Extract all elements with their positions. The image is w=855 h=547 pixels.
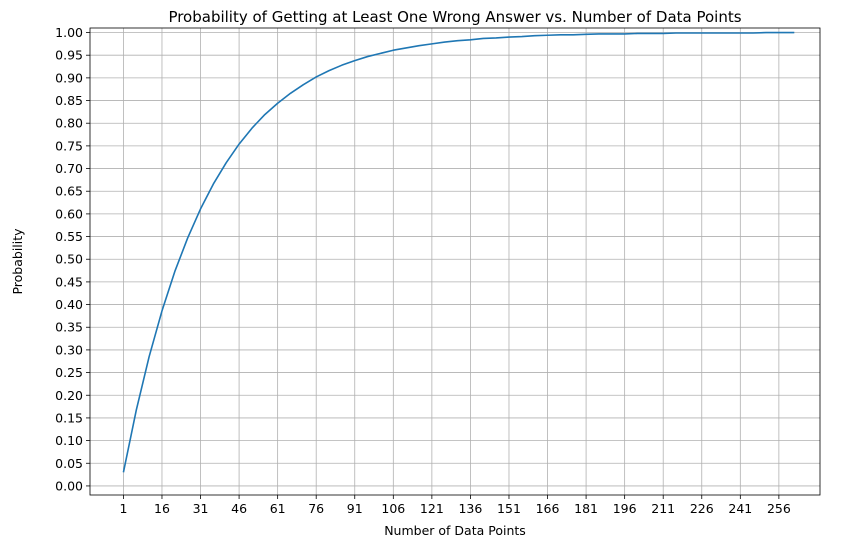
y-tick-label: 0.95 [55, 48, 83, 63]
y-tick-label: 0.30 [55, 342, 83, 357]
y-tick-label: 0.45 [55, 274, 83, 289]
x-tick-label: 76 [308, 501, 324, 516]
y-tick-label: 0.60 [55, 206, 83, 221]
x-tick-label: 106 [381, 501, 405, 516]
y-tick-label: 0.40 [55, 297, 83, 312]
x-axis-title: Number of Data Points [384, 523, 526, 538]
y-tick-label: 0.90 [55, 70, 83, 85]
x-tick-label: 241 [728, 501, 752, 516]
y-tick-label: 0.25 [55, 365, 83, 380]
y-tick-label: 0.50 [55, 252, 83, 267]
x-tick-label: 166 [536, 501, 560, 516]
y-tick-label: 0.00 [55, 478, 83, 493]
y-tick-label: 0.15 [55, 410, 83, 425]
plot-frame [89, 27, 821, 496]
series-line [122, 31, 795, 473]
x-tick-label: 211 [651, 501, 675, 516]
x-tick-label: 181 [574, 501, 598, 516]
x-tick-label: 151 [497, 501, 521, 516]
y-tick-label: 0.10 [55, 433, 83, 448]
x-tick-label: 61 [270, 501, 286, 516]
y-tick-label: 0.35 [55, 320, 83, 335]
ticks: 1 16 31 46 61 76 91 106 121 136 151 166 181 196 211 226… [55, 25, 791, 516]
y-tick-label: 0.20 [55, 388, 83, 403]
y-axis-title: Probability [10, 228, 25, 295]
y-tick-label: 0.65 [55, 184, 83, 199]
x-tick-label: 16 [154, 501, 170, 516]
x-tick-label: 226 [690, 501, 714, 516]
x-tick-label: 46 [231, 501, 247, 516]
x-tick-label: 136 [458, 501, 482, 516]
y-tick-label: 0.85 [55, 93, 83, 108]
chart-title: Probability of Getting at Least One Wron… [168, 8, 741, 26]
x-tick-label: 196 [613, 501, 637, 516]
x-tick-label: 256 [767, 501, 791, 516]
y-tick-label: 1.00 [55, 25, 83, 40]
series-layer [122, 31, 795, 473]
grid [90, 28, 820, 495]
y-tick-label: 0.80 [55, 116, 83, 131]
x-tick-label: 91 [347, 501, 363, 516]
y-tick-label: 0.70 [55, 161, 83, 176]
x-tick-label: 1 [119, 501, 127, 516]
x-tick-label: 121 [420, 501, 444, 516]
x-tick-label: 31 [193, 501, 209, 516]
y-tick-label: 0.05 [55, 456, 83, 471]
y-tick-label: 0.75 [55, 138, 83, 153]
y-tick-label: 0.55 [55, 229, 83, 244]
